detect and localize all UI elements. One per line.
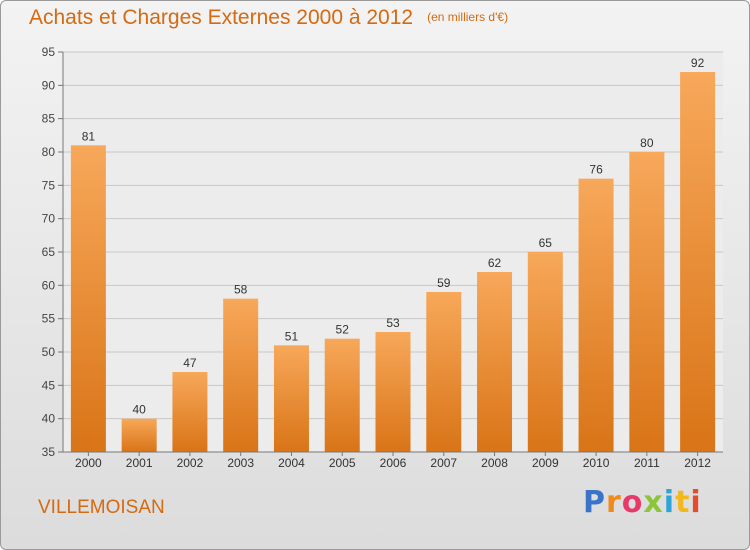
x-tick-label: 2009	[532, 456, 559, 470]
x-tick-label: 2004	[278, 456, 305, 470]
y-tick-label: 90	[42, 78, 56, 92]
y-tick-label: 85	[42, 112, 56, 126]
bar-value-label: 51	[285, 329, 299, 343]
x-tick-label: 2007	[430, 456, 457, 470]
bar-value-label: 80	[640, 136, 654, 150]
bar-2006	[375, 332, 411, 452]
logo-letter: i	[690, 485, 702, 520]
chart-subtitle: (en milliers d'€)	[427, 10, 509, 24]
y-tick-label: 70	[42, 212, 56, 226]
bar-value-label: 92	[691, 56, 705, 70]
y-tick-label: 65	[42, 245, 56, 259]
location-name: VILLEMOISAN	[38, 497, 165, 518]
bar-value-label: 65	[539, 236, 553, 250]
bar-2003	[223, 298, 259, 452]
x-tick-label: 2005	[329, 456, 356, 470]
logo-letter: t	[675, 485, 691, 520]
bar-2001	[121, 418, 157, 452]
chart-title: Achats et Charges Externes 2000 à 2012	[29, 6, 414, 29]
bar-value-label: 53	[386, 316, 400, 330]
y-tick-label: 50	[42, 345, 56, 359]
y-tick-label: 95	[42, 45, 56, 59]
x-tick-label: 2012	[684, 456, 711, 470]
bar-2012	[680, 72, 716, 452]
x-tick-label: 2011	[634, 456, 660, 470]
bar-value-label: 58	[234, 283, 248, 297]
bar-value-label: 59	[437, 276, 451, 290]
bar-value-label: 76	[589, 163, 603, 177]
bar-2010	[578, 178, 614, 452]
bar-value-label: 62	[488, 256, 502, 270]
bar-2007	[426, 292, 462, 452]
logo-letter: i	[663, 485, 676, 520]
logo-letter: r	[606, 485, 622, 520]
bar-value-label: 47	[183, 356, 197, 370]
bar-2004	[273, 345, 309, 452]
x-tick-label: 2006	[380, 456, 407, 470]
proxiti-logo[interactable]: Proxiti	[583, 485, 702, 520]
y-tick-label: 55	[42, 312, 56, 326]
x-tick-label: 2003	[227, 456, 254, 470]
x-tick-label: 2010	[583, 456, 610, 470]
y-tick-label: 75	[42, 178, 56, 192]
y-tick-label: 60	[42, 278, 56, 292]
y-tick-label: 35	[42, 445, 56, 459]
chart-title-line: Achats et Charges Externes 2000 à 2012 (e…	[29, 6, 508, 30]
bar-value-label: 52	[336, 323, 350, 337]
bar-2002	[172, 372, 208, 452]
bar-2000	[70, 145, 106, 453]
y-tick-label: 80	[42, 145, 56, 159]
bar-value-label: 40	[132, 403, 146, 417]
logo-letter: o	[621, 485, 644, 520]
x-tick-label: 2002	[177, 456, 204, 470]
x-tick-label: 2008	[481, 456, 508, 470]
bar-2009	[527, 252, 563, 452]
y-tick-label: 40	[42, 412, 56, 426]
x-tick-label: 2001	[126, 456, 153, 470]
x-tick-label: 2000	[75, 456, 102, 470]
bar-value-label: 81	[82, 129, 96, 143]
logo-letter: x	[643, 485, 664, 520]
bar-2005	[324, 338, 360, 452]
logo-letter: P	[583, 485, 606, 520]
bar-2011	[629, 152, 665, 452]
y-tick-label: 45	[42, 378, 56, 392]
bar-2008	[477, 272, 513, 452]
